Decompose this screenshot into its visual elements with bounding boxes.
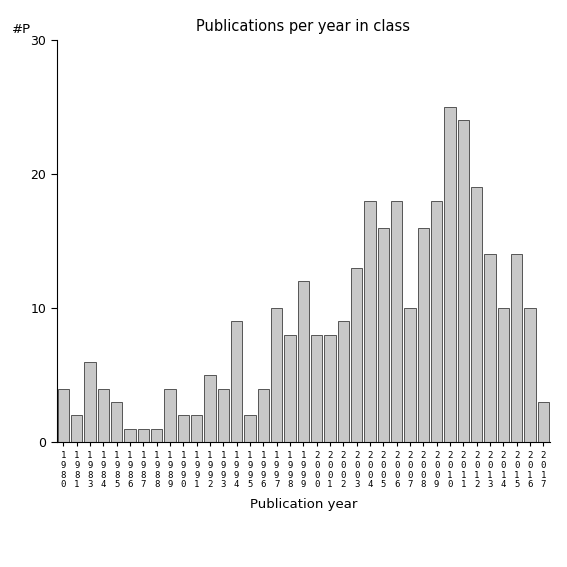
Bar	[538, 402, 549, 442]
Text: #P: #P	[12, 23, 31, 36]
Bar	[524, 308, 536, 442]
Bar	[138, 429, 149, 442]
Bar	[284, 335, 295, 442]
Bar	[351, 268, 362, 442]
Bar	[365, 201, 376, 442]
Bar	[338, 321, 349, 442]
Bar	[98, 388, 109, 442]
Bar	[484, 255, 496, 442]
Bar	[511, 255, 522, 442]
Bar	[311, 335, 323, 442]
Bar	[177, 416, 189, 442]
Bar	[431, 201, 442, 442]
Bar	[257, 388, 269, 442]
Bar	[458, 120, 469, 442]
Bar	[84, 362, 96, 442]
Bar	[124, 429, 136, 442]
Bar	[204, 375, 215, 442]
Bar	[218, 388, 229, 442]
Bar	[471, 187, 483, 442]
Bar	[244, 416, 256, 442]
Bar	[191, 416, 202, 442]
Bar	[391, 201, 403, 442]
Title: Publications per year in class: Publications per year in class	[196, 19, 411, 35]
X-axis label: Publication year: Publication year	[249, 498, 357, 511]
Bar	[445, 107, 456, 442]
Bar	[498, 308, 509, 442]
Bar	[71, 416, 82, 442]
Bar	[231, 321, 242, 442]
Bar	[298, 281, 309, 442]
Bar	[151, 429, 162, 442]
Bar	[378, 227, 389, 442]
Bar	[164, 388, 176, 442]
Bar	[58, 388, 69, 442]
Bar	[111, 402, 122, 442]
Bar	[324, 335, 336, 442]
Bar	[404, 308, 416, 442]
Bar	[271, 308, 282, 442]
Bar	[418, 227, 429, 442]
